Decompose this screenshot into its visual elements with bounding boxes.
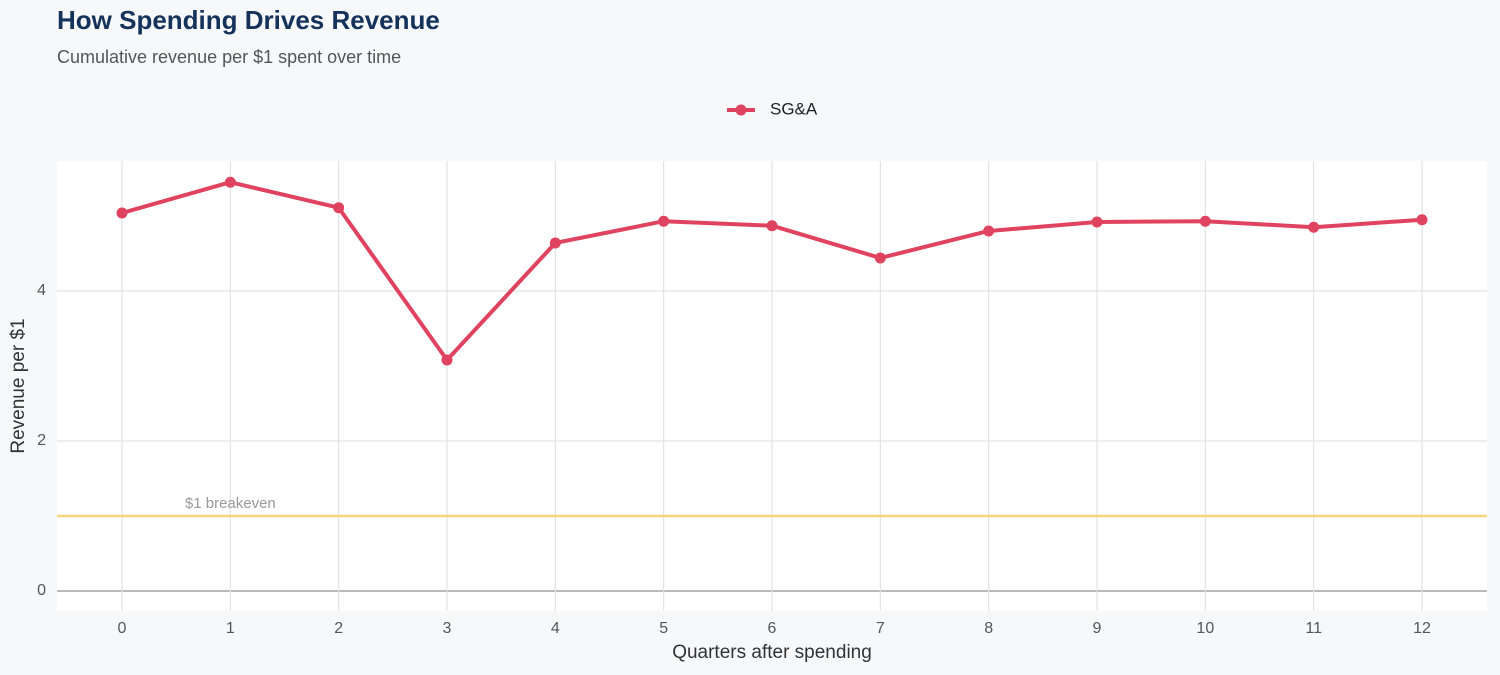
x-tick-label: 12 <box>1413 620 1431 637</box>
x-tick-label: 1 <box>226 620 235 637</box>
x-tick-label: 3 <box>443 620 452 637</box>
x-axis-title: Quarters after spending <box>672 642 872 663</box>
data-point <box>1199 215 1211 227</box>
reference-label: $1 breakeven <box>185 495 276 512</box>
data-point <box>1091 216 1103 228</box>
chart-title: How Spending Drives Revenue <box>57 5 440 35</box>
data-point <box>224 176 236 188</box>
x-tick-label: 2 <box>334 620 343 637</box>
data-point <box>983 225 995 237</box>
x-tick-label: 5 <box>659 620 668 637</box>
x-tick-label: 9 <box>1093 620 1102 637</box>
y-axis-title: Revenue per $1 <box>8 318 29 453</box>
chart-subtitle: Cumulative revenue per $1 spent over tim… <box>57 47 401 67</box>
x-tick-label: 6 <box>768 620 777 637</box>
x-tick-label: 4 <box>551 620 560 637</box>
y-tick-label: 0 <box>37 582 46 599</box>
data-point <box>1416 214 1428 226</box>
data-point <box>441 354 453 366</box>
data-point <box>766 220 778 232</box>
data-point <box>549 237 561 249</box>
data-point <box>116 207 128 219</box>
data-point <box>1308 221 1320 233</box>
data-point <box>333 202 345 214</box>
legend-swatch-point <box>735 104 747 116</box>
x-tick-label: 0 <box>118 620 127 637</box>
x-tick-label: 11 <box>1305 620 1322 637</box>
x-tick-label: 7 <box>876 620 885 637</box>
y-tick-label: 4 <box>37 282 46 299</box>
x-tick-label: 8 <box>984 620 993 637</box>
data-point <box>874 252 886 264</box>
data-point <box>658 215 670 227</box>
legend-label: SG&A <box>770 99 818 118</box>
y-tick-label: 2 <box>37 432 46 449</box>
x-tick-label: 10 <box>1196 620 1214 637</box>
